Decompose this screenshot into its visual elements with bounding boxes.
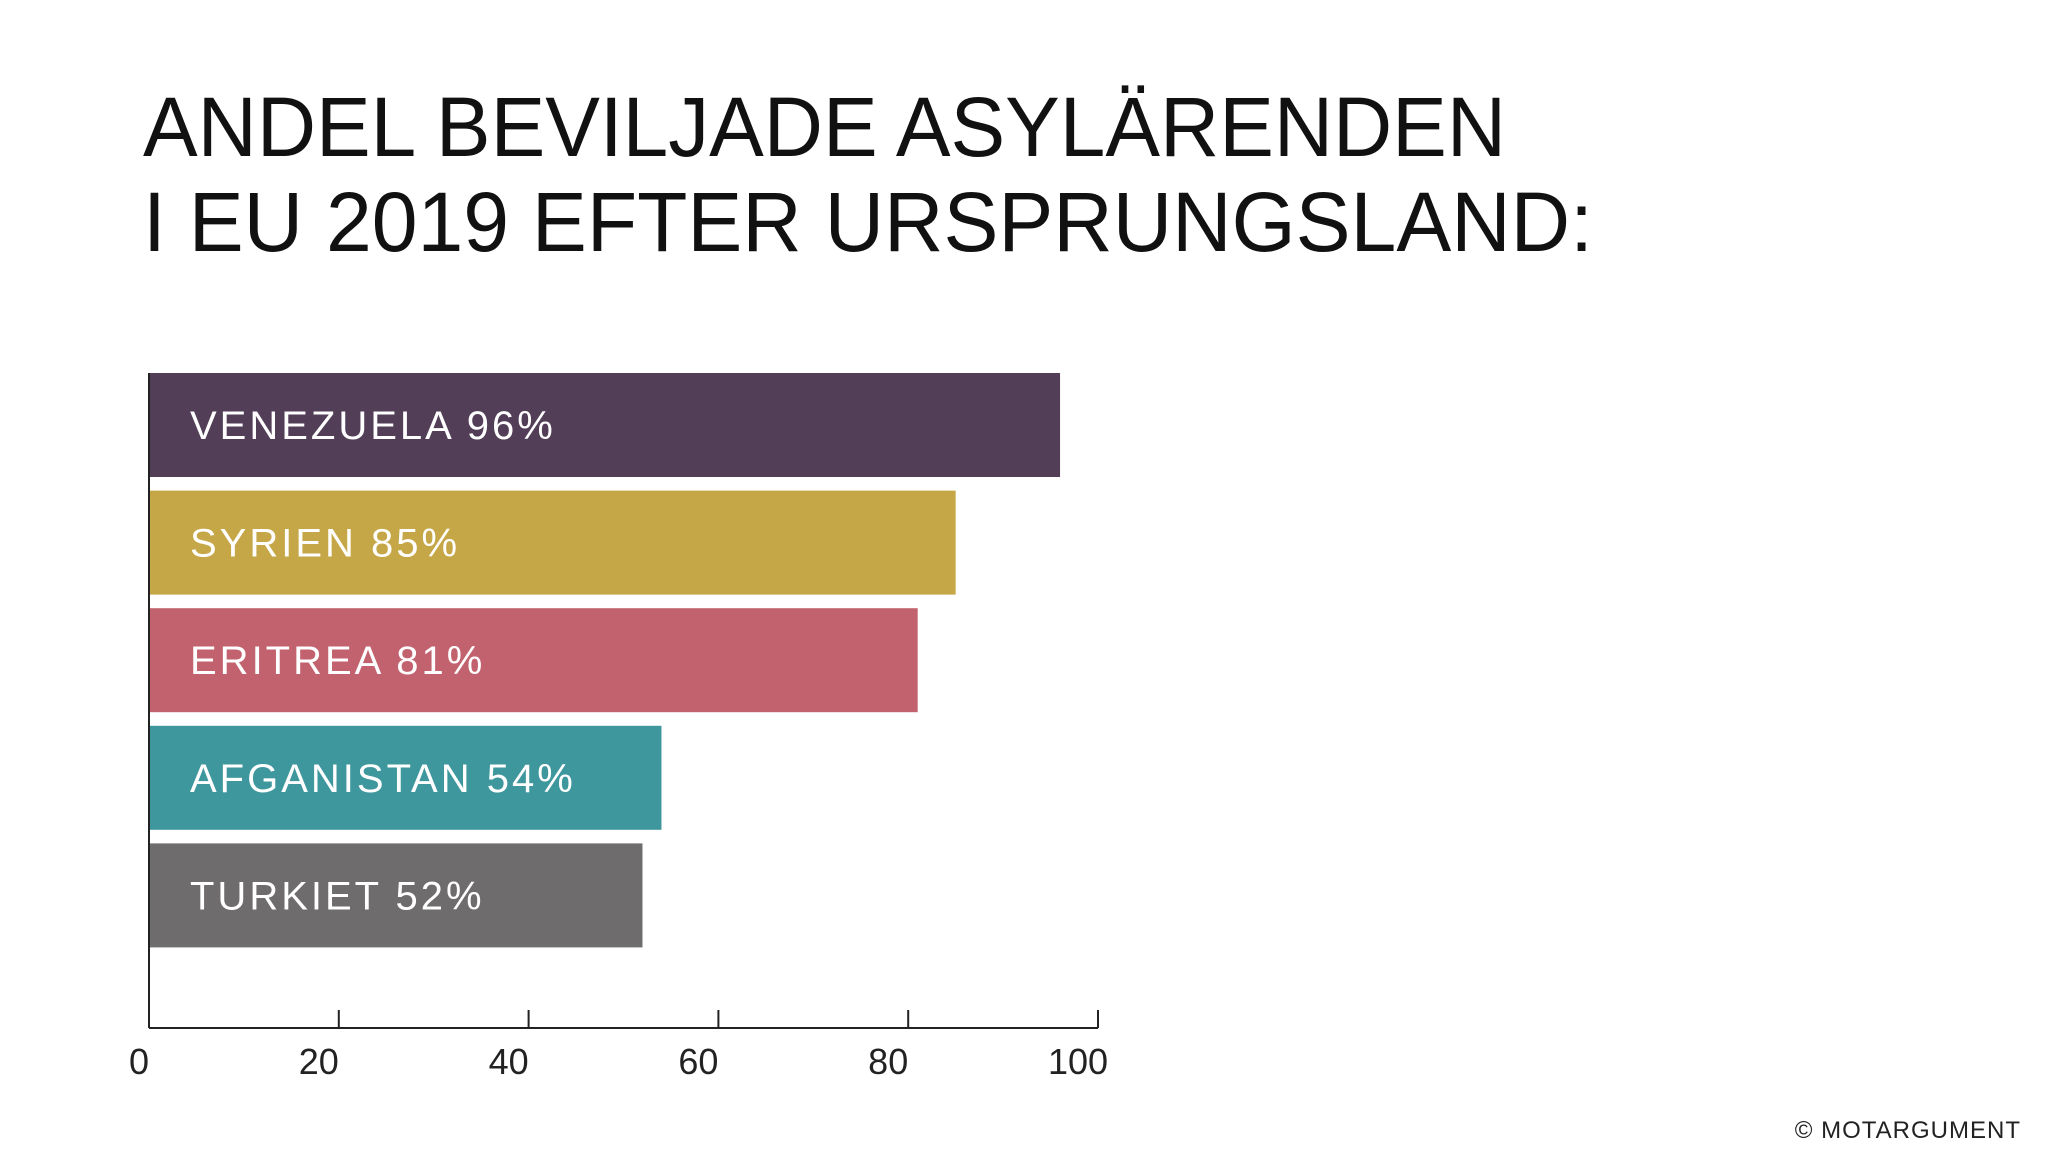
bar-venezuela (149, 373, 1061, 477)
x-tick-label: 0 (129, 1041, 149, 1082)
bar-afganistan (149, 725, 662, 830)
bar-label: TURKIET 52% (190, 874, 485, 918)
bar-label: VENEZUELA 96% (190, 404, 556, 448)
x-tick-label: 20 (299, 1041, 339, 1082)
bar-syrien (149, 490, 956, 595)
copyright-footer: © MOTARGUMENT (1795, 1117, 2021, 1144)
bar-turkiet (149, 843, 643, 948)
x-tick-label: 100 (1048, 1041, 1108, 1082)
bar-label: AFGANISTAN 54% (190, 757, 576, 801)
chart-title-line-1: ANDEL BEVILJADE ASYLÄRENDEN (143, 80, 1506, 174)
x-tick-label: 80 (868, 1041, 908, 1082)
x-tick-label: 40 (489, 1041, 529, 1082)
chart-title-line-2: I EU 2019 EFTER URSPRUNGSLAND: (143, 175, 1593, 269)
x-tick-label: 60 (678, 1041, 718, 1082)
bar-label: SYRIEN 85% (190, 522, 460, 566)
bar-label: ERITREA 81% (190, 639, 485, 683)
bar-eritrea (149, 608, 918, 713)
